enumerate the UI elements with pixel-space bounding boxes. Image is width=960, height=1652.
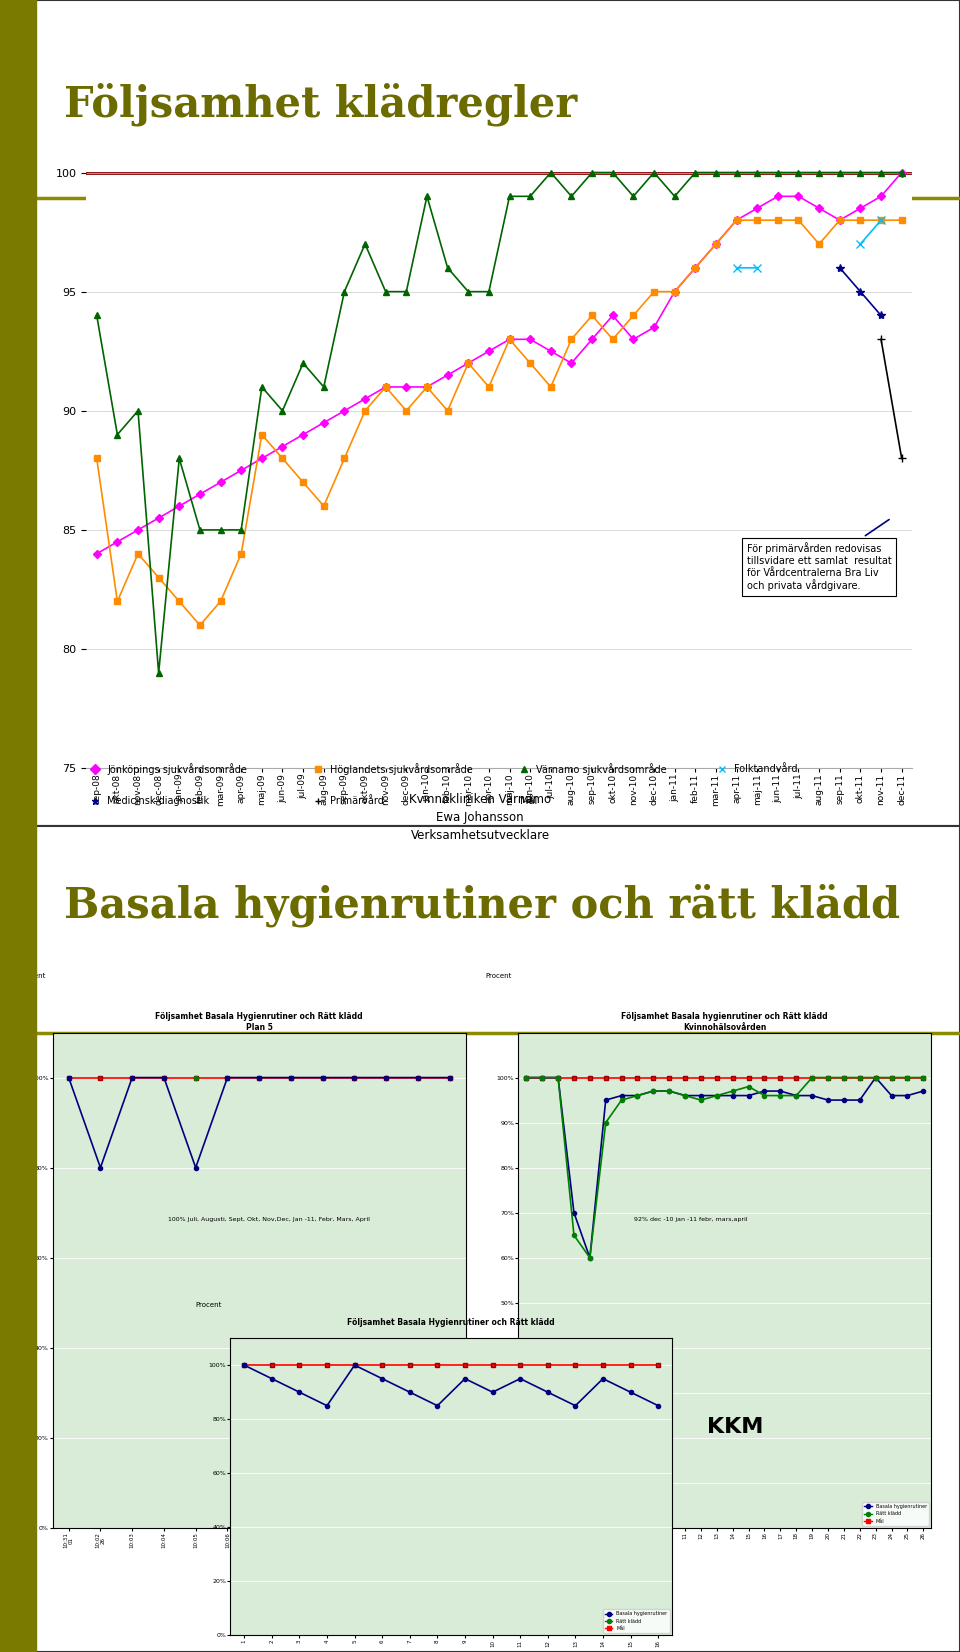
Text: Värnamo sjukvårdsområde: Värnamo sjukvårdsområde	[537, 763, 667, 775]
Text: Mål: Mål	[520, 796, 537, 806]
Text: Procent: Procent	[195, 1302, 222, 1308]
Legend: Basala hygienrutiner, Rätt klädd, Mål/mål: Basala hygienrutiner, Rätt klädd, Mål/må…	[396, 1502, 463, 1526]
Text: KKM: KKM	[708, 1417, 764, 1437]
Legend: Basala hygienrutiner, Rätt klädd, Mål: Basala hygienrutiner, Rätt klädd, Mål	[862, 1502, 928, 1526]
Text: Verksamhetsutvecklare: Verksamhetsutvecklare	[433, 1626, 564, 1635]
Text: Kvinnokliniken Värnamo
Ewa Johansson
Verksamhetsutvecklare: Kvinnokliniken Värnamo Ewa Johansson Ver…	[409, 793, 551, 843]
Text: 100% Juli, Augusti, Sept, Okt, Nov,Dec, Jan -11, Febr, Mars, April: 100% Juli, Augusti, Sept, Okt, Nov,Dec, …	[168, 1218, 371, 1222]
Legend: Basala hygienrutiner, Rätt klädd, Mål: Basala hygienrutiner, Rätt klädd, Mål	[603, 1609, 669, 1634]
Title: Följsamhet Basala Hygienrutiner och Rätt klädd
: Följsamhet Basala Hygienrutiner och Rätt…	[348, 1318, 555, 1338]
Text: För primärvården redovisas
tillsvidare ett samlat  resultat
för Vårdcentralerna : För primärvården redovisas tillsvidare e…	[747, 520, 892, 591]
Text: Jönköpings sjukvårdsområde: Jönköpings sjukvårdsområde	[107, 763, 247, 775]
Text: Procent: Procent	[486, 973, 512, 980]
Text: Basala hygienrutiner och rätt klädd: Basala hygienrutiner och rätt klädd	[64, 884, 900, 927]
Title: Följsamhet Basala hygienrutiner och Rätt klädd
Kvinnohälsovården: Följsamhet Basala hygienrutiner och Rätt…	[621, 1013, 828, 1032]
Text: Följsamhet klädregler: Följsamhet klädregler	[64, 83, 577, 126]
Text: Folktandvård: Folktandvård	[734, 765, 798, 775]
Text: 92% dec -10 jan -11 febr, mars,april: 92% dec -10 jan -11 febr, mars,april	[634, 1218, 748, 1222]
Text: Primärvård: Primärvård	[330, 796, 384, 806]
Title: Följsamhet Basala Hygienrutiner och Rätt klädd
Plan 5: Följsamhet Basala Hygienrutiner och Rätt…	[156, 1013, 363, 1032]
Text: Höglandets sjukvårdsområde: Höglandets sjukvårdsområde	[330, 763, 472, 775]
Text: Procent: Procent	[20, 973, 46, 980]
Text: Medicinsk diagnostik: Medicinsk diagnostik	[107, 796, 209, 806]
